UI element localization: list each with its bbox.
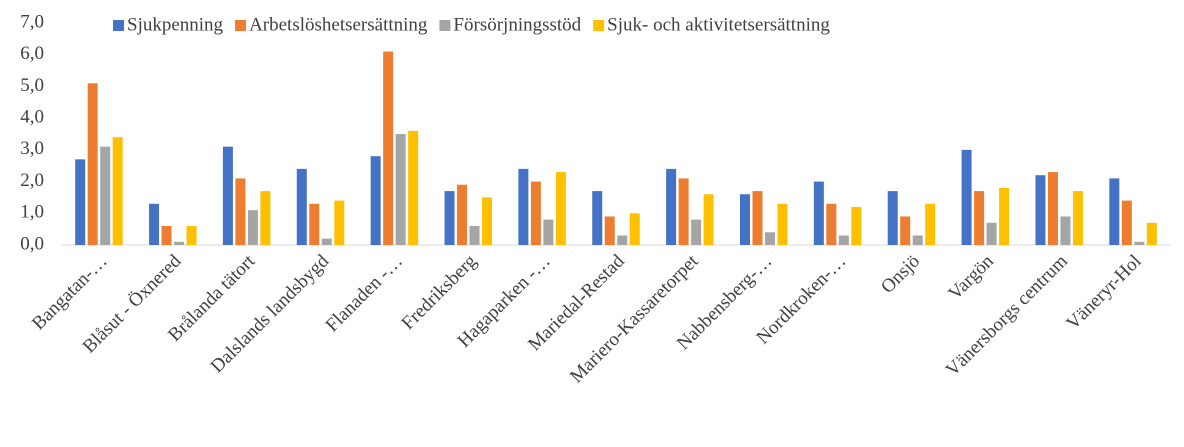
bar (321, 238, 332, 245)
bar (186, 225, 197, 245)
bar (260, 191, 271, 245)
bar (100, 146, 111, 245)
bar (334, 200, 345, 245)
bar (457, 184, 468, 245)
bar (87, 83, 98, 245)
bar (309, 203, 320, 245)
bar (75, 159, 86, 245)
bar (370, 156, 381, 245)
bar (174, 241, 185, 245)
bar (444, 191, 455, 245)
bar (112, 137, 123, 245)
bar (826, 203, 837, 245)
legend-swatch (593, 20, 605, 31)
y-tick-label: 1,0 (20, 202, 44, 223)
bar (149, 203, 160, 245)
legend-label: Försörjningsstöd (453, 14, 581, 35)
bar (752, 191, 763, 245)
bar (518, 168, 529, 245)
bar (961, 149, 972, 245)
bar (703, 194, 714, 245)
bar (1121, 200, 1132, 245)
bar (482, 197, 493, 245)
y-tick-label: 3,0 (20, 138, 44, 159)
y-tick-label: 0,0 (20, 233, 44, 254)
x-tick-label: Mariero-Kassaretorpet (566, 250, 703, 387)
legend-label: Arbetslöshetsersättning (249, 14, 428, 35)
bar (604, 216, 615, 245)
bar (912, 235, 923, 245)
bar (469, 225, 480, 245)
legend-swatch (439, 20, 451, 31)
bar (383, 51, 394, 245)
bar (777, 203, 788, 245)
bar (813, 181, 824, 245)
bar (1047, 172, 1058, 245)
legend-swatch (235, 20, 247, 31)
bar (999, 187, 1010, 245)
y-tick-label: 4,0 (20, 107, 44, 128)
bar (691, 219, 702, 245)
bar (543, 219, 554, 245)
bar (986, 222, 997, 245)
bar (629, 213, 640, 245)
bar (838, 235, 849, 245)
bar (1060, 216, 1071, 245)
bar (974, 191, 985, 245)
bar (555, 172, 566, 245)
x-tick-label: Väneryr-Hol (1062, 251, 1145, 334)
x-tick-label: Flanaden -… (322, 251, 407, 336)
bar (395, 134, 406, 245)
x-tick-label: Onsjö (877, 251, 924, 298)
y-tick-label: 2,0 (20, 170, 44, 191)
bar (739, 194, 750, 245)
bar (1109, 178, 1120, 245)
y-tick-label: 6,0 (20, 43, 44, 64)
legend-label: Sjukpenning (127, 14, 224, 35)
bar (161, 225, 172, 245)
bar (1134, 241, 1145, 245)
bar (925, 203, 936, 245)
bar (247, 210, 258, 245)
bar (408, 130, 419, 245)
bar (1072, 191, 1083, 245)
x-tick-label: Vänersborgs centrum (942, 251, 1072, 381)
bar (887, 191, 898, 245)
x-tick-label: Vargön (945, 250, 999, 304)
bar (235, 178, 246, 245)
bar (764, 232, 775, 245)
bar (678, 178, 689, 245)
bar (592, 191, 603, 245)
bar (296, 168, 307, 245)
y-tick-label: 5,0 (20, 75, 44, 96)
bar (851, 206, 862, 245)
bar (222, 146, 233, 245)
bar (530, 181, 541, 245)
y-tick-label: 7,0 (20, 11, 44, 32)
bar (1146, 222, 1157, 245)
bar (1035, 175, 1046, 245)
bar (617, 235, 628, 245)
legend-swatch (113, 20, 124, 31)
legend-label: Sjuk- och aktivitetsersättning (607, 14, 830, 35)
bar (666, 168, 677, 245)
bar (900, 216, 911, 245)
